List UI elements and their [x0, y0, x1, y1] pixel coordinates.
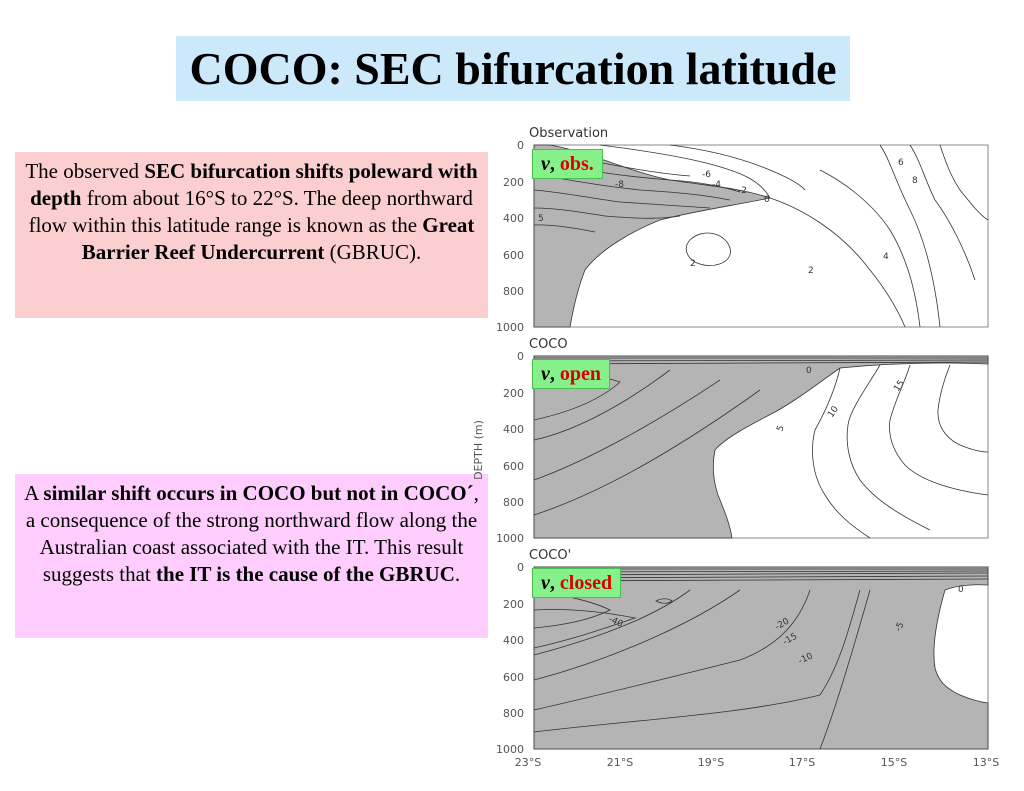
contour-label: -2 — [738, 186, 747, 196]
depth-tick: 0 — [517, 139, 524, 152]
depth-tick: 200 — [503, 387, 524, 400]
coco-note: A similar shift occurs in COCO but not i… — [15, 474, 488, 638]
depth-tick: 800 — [503, 285, 524, 298]
contour-label: 5 — [775, 424, 786, 433]
tag-obs: v, obs. — [532, 149, 603, 179]
depth-tick: 400 — [503, 634, 524, 647]
latitude-tick: 21°S — [607, 756, 633, 769]
contour-label: -5 — [894, 621, 907, 633]
latitude-tick: 17°S — [789, 756, 815, 769]
contour-label: 0 — [764, 195, 770, 205]
contour-label: 0 — [806, 366, 812, 376]
note2-bold-1: similar shift occurs in COCO but not in … — [43, 481, 474, 505]
note2-text-2: , a consequence of the strong northward … — [25, 481, 479, 586]
note2-text-1: A — [24, 481, 44, 505]
contour-figure: DEPTH (m) Observation - — [472, 126, 999, 769]
note2-bold-2: the IT is the cause of the GBRUC — [156, 562, 455, 586]
contour-label: 2 — [690, 259, 696, 269]
contour-label: -8 — [615, 180, 624, 190]
depth-tick: 0 — [517, 350, 524, 363]
depth-tick: 400 — [503, 212, 524, 225]
depth-tick: 1000 — [496, 743, 524, 756]
tag-open: v, open — [532, 359, 611, 389]
tag-label: open — [559, 363, 602, 385]
tag-sep: , — [549, 572, 560, 594]
tag-sep: , — [549, 153, 560, 175]
depth-tick: 600 — [503, 671, 524, 684]
latitude-tick: 13°S — [973, 756, 999, 769]
tag-var: v — [541, 572, 550, 594]
contour-label: 0 — [958, 585, 964, 595]
depth-tick: 1000 — [496, 321, 524, 334]
note1-bold-2: Great Barrier Reef Undercurrent — [81, 213, 475, 264]
title-box: COCO: SEC bifurcation latitude — [176, 36, 850, 101]
panel-title: COCO — [529, 337, 568, 352]
note1-bold-1: SEC bifurcation shifts poleward with dep… — [30, 159, 478, 210]
tag-closed: v, closed — [532, 568, 622, 598]
tag-var: v — [541, 153, 550, 175]
depth-tick: 200 — [503, 598, 524, 611]
contour-panels: DEPTH (m) Observation - — [440, 120, 1024, 791]
depth-tick: 600 — [503, 460, 524, 473]
latitude-tick: 15°S — [881, 756, 907, 769]
note2-text-3: . — [454, 562, 461, 586]
depth-tick: 800 — [503, 707, 524, 720]
depth-tick: 800 — [503, 496, 524, 509]
note1-text-3: (GBRUC). — [324, 240, 422, 264]
depth-tick: 0 — [517, 561, 524, 574]
contour-label: 8 — [912, 176, 918, 186]
note1-text-1: The observed — [25, 159, 145, 183]
contour-label: 4 — [883, 252, 889, 262]
depth-tick: 400 — [503, 423, 524, 436]
contour-label: 6 — [898, 158, 904, 168]
note1-text-2: from about 16°S to 22°S. The deep northw… — [28, 186, 473, 237]
panel-title: COCO' — [529, 548, 571, 563]
tag-label: obs. — [559, 153, 594, 175]
depth-tick: 1000 — [496, 532, 524, 545]
panel-title: Observation — [529, 126, 608, 141]
tag-var: v — [541, 363, 550, 385]
contour-label: -4 — [712, 180, 721, 190]
slide-title: COCO: SEC bifurcation latitude — [189, 43, 837, 94]
latitude-tick: 19°S — [698, 756, 724, 769]
contour-label: 2 — [808, 266, 814, 276]
contour-label: -6 — [702, 170, 711, 180]
tag-sep: , — [549, 363, 560, 385]
panel-observation: Observation -8 -6 -4 - — [496, 126, 989, 334]
depth-tick: 600 — [503, 249, 524, 262]
observation-note: The observed SEC bifurcation shifts pole… — [15, 152, 488, 318]
tag-label: closed — [559, 572, 613, 594]
depth-tick: 200 — [503, 176, 524, 189]
latitude-tick: 23°S — [515, 756, 541, 769]
contour-label: 5 — [538, 214, 544, 224]
depth-axis-label: DEPTH (m) — [472, 420, 485, 480]
